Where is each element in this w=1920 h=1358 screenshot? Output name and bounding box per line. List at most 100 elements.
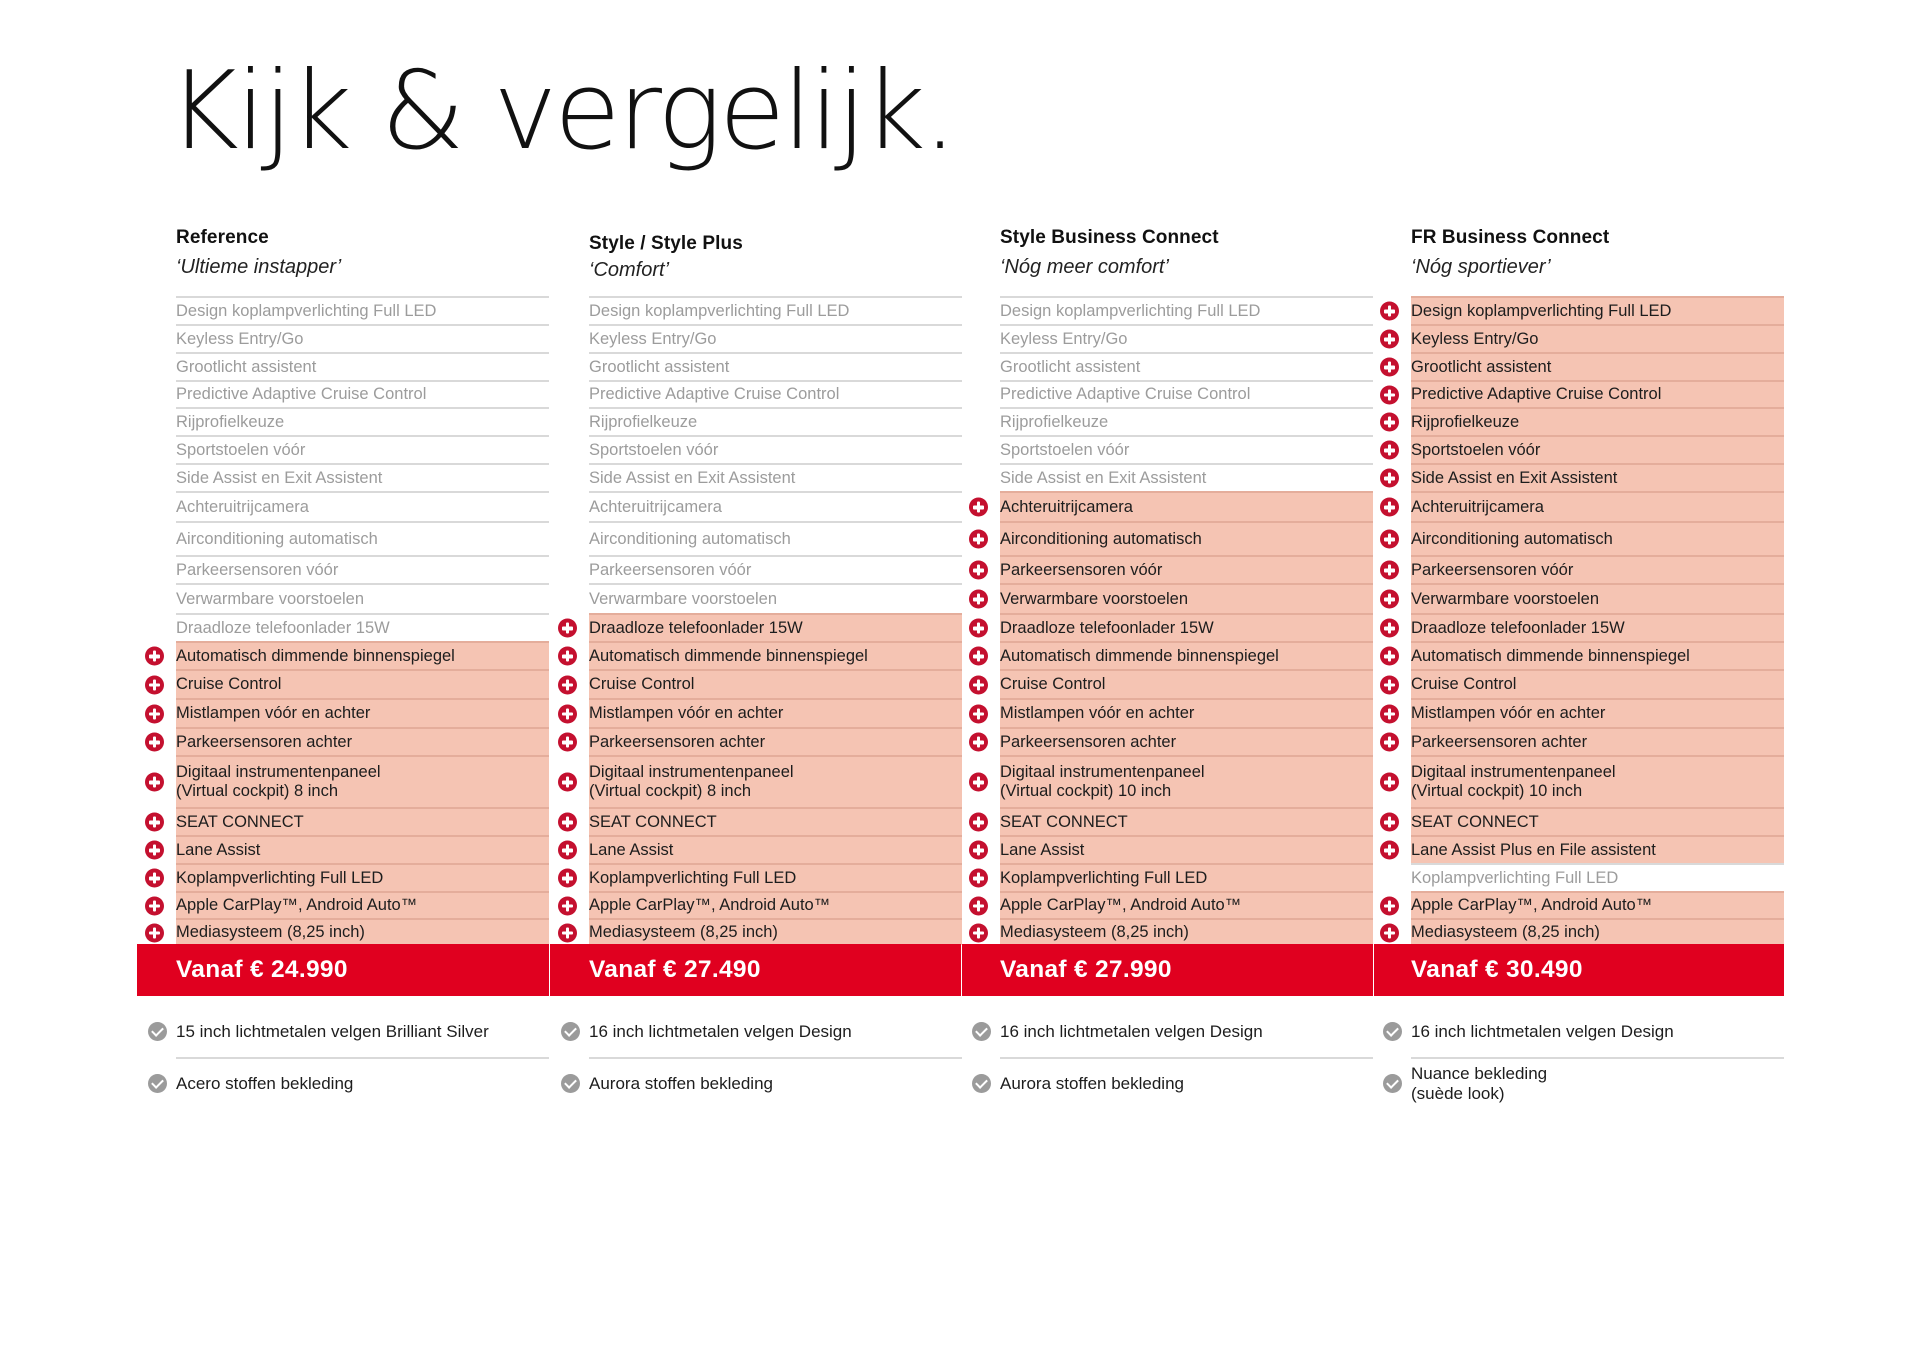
feature-label: Koplampverlichting Full LED: [589, 868, 797, 887]
feature-label: Rijprofielkeuze: [589, 412, 698, 431]
feature-row: Mistlampen vóór en achter: [1380, 698, 1784, 727]
feature-list: Design koplampverlichting Full LED Keyles…: [558, 296, 962, 945]
divider: [589, 1057, 962, 1059]
plus-icon: [558, 812, 577, 832]
feature-label: Sportstoelen vóór: [1411, 440, 1541, 459]
feature-label: Airconditioning automatisch: [1411, 529, 1613, 548]
feature-row: Draadloze telefoonlader 15W: [1380, 613, 1784, 641]
plus-icon: [558, 772, 577, 792]
check-icon: [972, 1074, 991, 1093]
feature-row: Cruise Control: [558, 669, 962, 698]
extra-label: Acero stoffen bekleding: [176, 1073, 354, 1093]
feature-label: Parkeersensoren vóór: [1411, 560, 1574, 579]
feature-row: Achteruitrijcamera: [969, 491, 1373, 521]
feature-label: Verwarmbare voorstoelen: [1411, 589, 1600, 608]
feature-label: Cruise Control: [589, 675, 695, 694]
plus-icon: [558, 840, 577, 860]
feature-label: Verwarmbare voorstoelen: [1000, 589, 1189, 608]
feature-row: Verwarmbare voorstoelen: [1380, 583, 1784, 613]
plus-icon: [969, 646, 988, 666]
feature-label: Airconditioning automatisch: [1000, 529, 1202, 548]
feature-row: Predictive Adaptive Cruise Control: [1380, 380, 1784, 407]
feature-label: Achteruitrijcamera: [1411, 497, 1544, 516]
feature-label: SEAT CONNECT: [176, 812, 304, 831]
feature-label: Achteruitrijcamera: [176, 497, 309, 516]
plus-icon: [1380, 840, 1399, 860]
feature-label: Digitaal instrumentenpaneel (Virtual coc…: [1000, 763, 1205, 800]
price-label: Vanaf € 27.990: [1000, 956, 1172, 983]
trim-tagline: ‘Nóg meer comfort’: [1000, 256, 1169, 278]
feature-row: Verwarmbare voorstoelen: [589, 583, 962, 613]
plus-icon: [1380, 497, 1399, 517]
feature-row: Airconditioning automatisch: [969, 521, 1373, 555]
standard-extra: 16 inch lichtmetalen velgen Design: [1383, 1019, 1674, 1045]
plus-icon: [558, 868, 577, 888]
plus-icon: [558, 704, 577, 723]
feature-label: Design koplampverlichting Full LED: [1000, 301, 1261, 320]
feature-label: Digitaal instrumentenpaneel (Virtual coc…: [589, 763, 794, 800]
feature-label: Keyless Entry/Go: [589, 329, 717, 348]
feature-row: Draadloze telefoonlader 15W: [969, 613, 1373, 641]
feature-row: Lane Assist Plus en File assistent: [1380, 835, 1784, 863]
feature-label: Predictive Adaptive Cruise Control: [1411, 385, 1662, 404]
feature-label: Airconditioning automatisch: [589, 529, 791, 548]
feature-row: Cruise Control: [969, 669, 1373, 698]
feature-label: Mediasysteem (8,25 inch): [1411, 923, 1600, 942]
feature-label: Draadloze telefoonlader 15W: [1411, 618, 1625, 637]
feature-row: Digitaal instrumentenpaneel (Virtual coc…: [145, 755, 549, 807]
extra-label: 16 inch lichtmetalen velgen Design: [1000, 1021, 1263, 1041]
feature-row: Parkeersensoren vóór: [589, 555, 962, 583]
feature-row: SEAT CONNECT: [558, 807, 962, 835]
feature-row: Draadloze telefoonlader 15W: [176, 613, 549, 641]
plus-icon: [969, 812, 988, 832]
feature-label: Side Assist en Exit Assistent: [1000, 468, 1207, 487]
feature-label: Side Assist en Exit Assistent: [176, 468, 383, 487]
check-icon: [148, 1074, 167, 1093]
feature-row: Sportstoelen vóór: [176, 435, 549, 463]
feature-row: Automatisch dimmende binnenspiegel: [969, 641, 1373, 669]
feature-label: Grootlicht assistent: [1000, 357, 1141, 376]
feature-row: Sportstoelen vóór: [1380, 435, 1784, 463]
feature-label: Apple CarPlay™, Android Auto™: [1000, 896, 1242, 915]
feature-row: Digitaal instrumentenpaneel (Virtual coc…: [558, 755, 962, 807]
feature-label: Mediasysteem (8,25 inch): [589, 923, 778, 942]
trim-tagline: ‘Nóg sportiever’: [1411, 256, 1551, 278]
feature-label: Draadloze telefoonlader 15W: [176, 618, 390, 637]
standard-extra: 16 inch lichtmetalen velgen Design: [972, 1019, 1263, 1045]
plus-icon: [145, 812, 164, 832]
feature-label: Automatisch dimmende binnenspiegel: [176, 646, 455, 665]
feature-label: Cruise Control: [176, 675, 282, 694]
feature-row: Parkeersensoren vóór: [176, 555, 549, 583]
feature-label: SEAT CONNECT: [1000, 812, 1128, 831]
feature-label: Grootlicht assistent: [1411, 357, 1552, 376]
standard-extra: 15 inch lichtmetalen velgen Brilliant Si…: [148, 1019, 489, 1045]
feature-row: Mediasysteem (8,25 inch): [1380, 918, 1784, 945]
standard-extra: Nuance bekleding (suède look): [1383, 1064, 1547, 1103]
feature-row: Airconditioning automatisch: [176, 521, 549, 555]
check-icon: [1383, 1022, 1402, 1041]
feature-label: Digitaal instrumentenpaneel (Virtual coc…: [1411, 763, 1616, 800]
extra-label: Nuance bekleding (suède look): [1411, 1063, 1548, 1103]
feature-row: Parkeersensoren achter: [969, 727, 1373, 755]
feature-label: Predictive Adaptive Cruise Control: [589, 385, 840, 404]
plus-icon: [969, 896, 988, 915]
feature-label: Digitaal instrumentenpaneel (Virtual coc…: [176, 763, 381, 800]
feature-row: Design koplampverlichting Full LED: [176, 296, 549, 324]
plus-icon: [1380, 329, 1399, 349]
page-title: Kijk & vergelijk.: [168, 49, 957, 174]
feature-row: Apple CarPlay™, Android Auto™: [145, 891, 549, 918]
plus-icon: [1380, 812, 1399, 832]
feature-row: Achteruitrijcamera: [589, 491, 962, 521]
trim-tagline: ‘Comfort’: [589, 259, 670, 281]
standard-extra: Acero stoffen bekleding: [148, 1071, 354, 1097]
plus-icon: [969, 840, 988, 860]
feature-label: Keyless Entry/Go: [176, 329, 304, 348]
plus-icon: [969, 529, 988, 549]
feature-row: Apple CarPlay™, Android Auto™: [558, 891, 962, 918]
feature-row: Digitaal instrumentenpaneel (Virtual coc…: [969, 755, 1373, 807]
trim-name: Style / Style Plus: [589, 233, 743, 254]
plus-icon: [969, 704, 988, 723]
feature-row: Mistlampen vóór en achter: [145, 698, 549, 727]
plus-icon: [969, 589, 988, 609]
feature-row: Lane Assist: [969, 835, 1373, 863]
